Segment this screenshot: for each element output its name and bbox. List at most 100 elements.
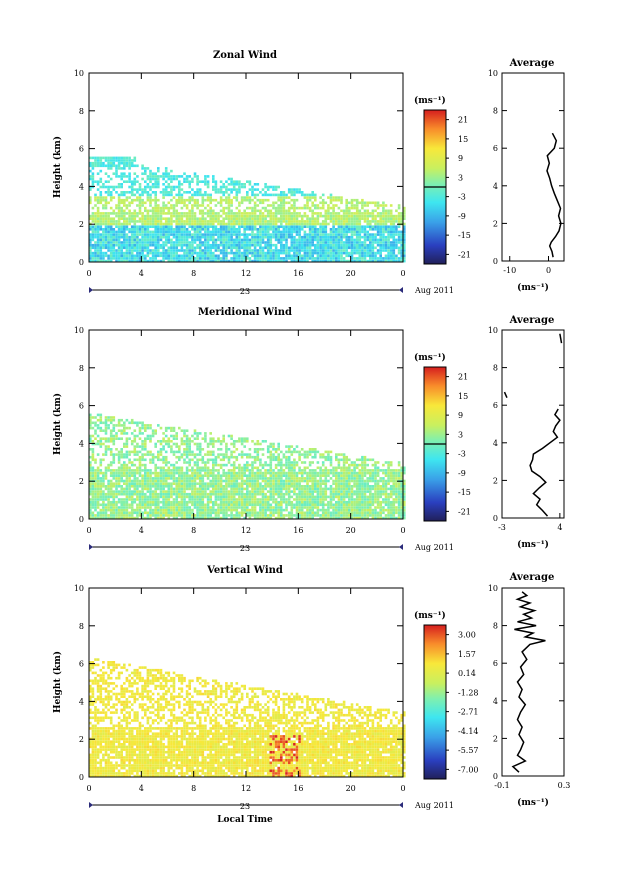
heatmap-cell: [206, 233, 210, 236]
heatmap-cell: [146, 251, 150, 255]
heatmap-cell: [154, 191, 157, 194]
heatmap-cell: [154, 196, 157, 199]
heatmap-cell: [219, 466, 223, 470]
heatmap-cell: [120, 511, 123, 515]
heatmap-cell: [403, 230, 406, 234]
heatmap-cell: [251, 500, 254, 504]
heatmap-cell: [285, 445, 288, 448]
heatmap-cell: [123, 161, 126, 165]
heatmap-cell: [193, 193, 197, 197]
heatmap-cell: [104, 429, 108, 432]
heatmap-cell: [332, 228, 335, 231]
heatmap-cell: [112, 424, 116, 427]
heatmap-cell: [196, 217, 199, 220]
heatmap-cell: [91, 466, 95, 470]
heatmap-cell: [120, 453, 123, 456]
heatmap-cell: [130, 506, 134, 509]
heatmap-cell: [104, 477, 108, 480]
heatmap-cell: [389, 233, 393, 236]
heatmap-cell: [266, 209, 270, 213]
heatmap-cell: [112, 161, 116, 165]
heatmap-cell: [222, 437, 225, 440]
heatmap-cell: [185, 516, 189, 520]
heatmap-cell: [259, 516, 262, 520]
heatmap-cell: [259, 257, 262, 260]
heatmap-cell: [104, 243, 108, 247]
heatmap-cell: [274, 450, 278, 454]
heatmap-cell: [353, 251, 356, 255]
heatmap-cell: [164, 469, 168, 472]
heatmap-cell: [159, 209, 163, 213]
heatmap-cell: [361, 217, 364, 220]
heatmap-cell: [162, 196, 165, 199]
heatmap-cell: [170, 243, 173, 247]
heatmap-cell: [240, 471, 244, 475]
heatmap-cell: [227, 188, 231, 191]
heatmap-cell: [243, 453, 246, 456]
heatmap-cell: [193, 225, 197, 228]
heatmap-cell: [180, 498, 184, 501]
heatmap-cell: [175, 220, 178, 223]
heatmap-cell: [167, 503, 171, 507]
heatmap-cell: [274, 487, 278, 491]
heatmap-cell: [130, 233, 134, 236]
heatmap-cell: [201, 492, 205, 496]
heatmap-cell: [240, 506, 244, 509]
heatmap-cell: [117, 437, 121, 440]
heatmap-cell: [198, 516, 202, 520]
heatmap-cell: [287, 230, 291, 234]
heatmap-cell: [316, 257, 320, 260]
heatmap-cell: [209, 233, 212, 236]
heatmap-cell: [183, 477, 186, 480]
heatmap-cell: [295, 217, 299, 220]
heatmap-cell: [104, 204, 108, 207]
heatmap-cell: [157, 482, 160, 485]
heatmap-cell: [238, 503, 241, 507]
heatmap-cell: [212, 225, 215, 228]
heatmap-cell: [157, 185, 160, 189]
heatmap-cell: [115, 204, 118, 207]
heatmap-cell: [180, 235, 184, 239]
heatmap-cell: [240, 257, 244, 260]
heatmap-cell: [96, 495, 100, 499]
heatmap-cell: [340, 257, 343, 260]
heatmap-cell: [175, 222, 178, 226]
heatmap-cell: [337, 249, 341, 252]
heatmap-cell: [109, 257, 113, 260]
heatmap-cell: [206, 482, 210, 485]
heatmap-cell: [230, 230, 233, 234]
heatmap-cell: [227, 506, 231, 509]
heatmap-cell: [198, 490, 202, 493]
heatmap-cell: [201, 469, 205, 472]
heatmap-cell: [188, 185, 191, 189]
heatmap-cell: [120, 424, 123, 427]
heatmap-cell: [146, 249, 150, 252]
heatmap-cell: [115, 238, 118, 242]
heatmap-cell: [274, 225, 278, 228]
heatmap-cell: [136, 490, 139, 493]
heatmap-cell: [157, 228, 160, 231]
heatmap-cell: [363, 254, 367, 258]
heatmap-cell: [366, 217, 369, 220]
heatmap-cell: [319, 246, 322, 250]
heatmap-cell: [183, 506, 186, 509]
heatmap-cell: [387, 249, 390, 252]
heatmap-cell: [136, 228, 139, 231]
heatmap-cell: [235, 230, 239, 234]
heatmap-cell: [157, 440, 160, 443]
heatmap-cell: [235, 514, 239, 517]
heatmap-cell: [170, 463, 173, 467]
heatmap-cell: [295, 230, 299, 234]
heatmap-cell: [151, 230, 155, 234]
heatmap-cell: [115, 485, 118, 488]
heatmap-cell: [167, 514, 171, 517]
heatmap-cell: [180, 503, 184, 507]
heatmap-cell: [96, 180, 100, 183]
heatmap-cell: [232, 500, 236, 504]
heatmap-cell: [151, 257, 155, 260]
heatmap-cell: [115, 164, 118, 168]
heatmap-cell: [133, 241, 137, 244]
heatmap-cell: [198, 442, 202, 446]
heatmap-cell: [222, 487, 225, 491]
